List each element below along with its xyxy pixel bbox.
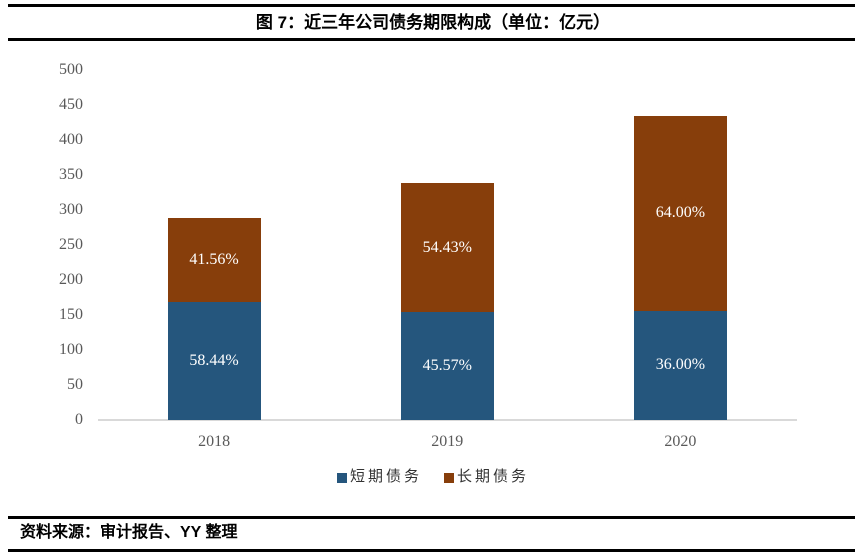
y-axis-tick-label: 250 — [59, 236, 83, 253]
y-axis-tick-label: 350 — [59, 166, 83, 183]
title-rule — [8, 38, 855, 41]
bar-percent-label: 36.00% — [655, 356, 706, 374]
legend-label: 长期债务 — [457, 469, 530, 485]
bottom-rule — [8, 549, 855, 552]
stacked-bar-chart: 0 50 100 150 200 250 300 350 400 450 500 58.44% 41.5… — [59, 61, 797, 450]
legend-swatch-short-term-debt — [336, 472, 347, 483]
source-rule-top — [8, 516, 855, 519]
bar-segment-2020-short-term-debt: 36.00% — [633, 310, 727, 420]
bar-segment-2019-short-term-debt: 45.57% — [400, 312, 494, 420]
y-axis-tick-label: 50 — [67, 376, 83, 393]
x-axis-line — [97, 419, 797, 421]
source-note: 资料来源：审计报告、YY 整理 — [20, 524, 238, 541]
legend-item-short-term-debt: 短期债务 — [336, 469, 422, 485]
bar-percent-label: 54.43% — [422, 238, 472, 256]
bar-segment-2018-long-term-debt: 41.56% — [167, 218, 261, 303]
legend-item-long-term-debt: 长期债务 — [444, 470, 529, 485]
y-axis-tick-label: 200 — [59, 271, 83, 288]
y-axis-tick-label: 100 — [59, 341, 83, 358]
chart-legend: 短期债务 长期债务 — [0, 470, 866, 485]
bar-segment-2020-long-term-debt: 64.00% — [633, 116, 727, 311]
bar-percent-label: 45.57% — [422, 357, 472, 375]
y-axis-tick-label: 500 — [59, 61, 83, 78]
bar-segment-2018-short-term-debt: 58.44% — [167, 302, 261, 420]
y-axis-tick-label: 0 — [75, 411, 83, 428]
y-axis-tick-label: 400 — [59, 131, 83, 148]
x-axis-category-label: 2020 — [664, 433, 697, 450]
figure-title: 图 7：近三年公司债务期限构成（单位：亿元） — [255, 13, 611, 32]
bar-segment-2019-long-term-debt: 54.43% — [400, 183, 494, 313]
y-axis-tick-label: 150 — [59, 306, 83, 323]
bar-percent-label: 41.56% — [189, 251, 239, 269]
x-axis-category-label: 2018 — [198, 433, 231, 450]
legend-label: 短期债务 — [349, 469, 422, 485]
x-axis-category-label: 2019 — [431, 433, 464, 450]
bar-percent-label: 64.00% — [655, 204, 706, 222]
top-rule — [8, 4, 855, 7]
y-axis-tick-label: 300 — [59, 201, 83, 218]
legend-swatch-long-term-debt — [444, 472, 454, 483]
bar-percent-label: 58.44% — [189, 352, 239, 370]
y-axis-tick-label: 450 — [59, 96, 83, 113]
